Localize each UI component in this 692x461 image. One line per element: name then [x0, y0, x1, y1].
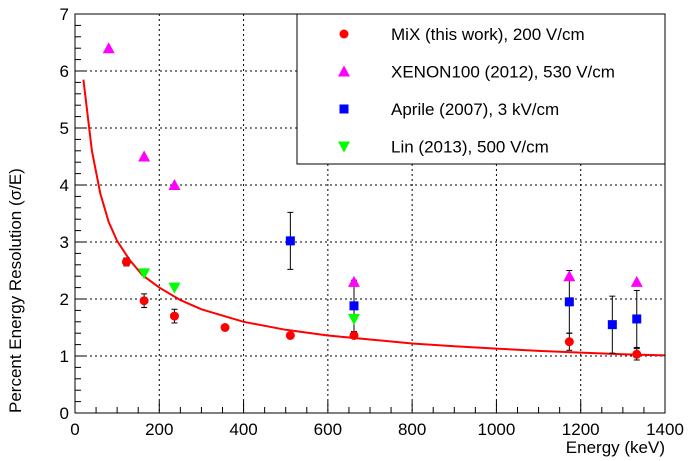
axes: 0 200 400 600 800 1000 1200 1400 0 1 2 3 4 5 6 7	[60, 5, 684, 439]
fit-curve-line	[82, 79, 666, 357]
x-tick-label: 1400	[646, 420, 684, 439]
data-point-circle	[349, 330, 359, 340]
y-tick-label: 5	[60, 119, 69, 138]
data-point-triangle-down	[347, 313, 360, 325]
x-tick-label: 200	[145, 420, 173, 439]
data-markers	[102, 42, 643, 359]
y-axis-label: Percent Energy Resolution (σ/E)	[6, 168, 25, 413]
data-point-circle	[632, 349, 642, 359]
legend-marker-square	[339, 104, 349, 114]
legend-label: Aprile (2007), 3 kV/cm	[391, 100, 559, 119]
data-point-triangle-up	[347, 275, 360, 287]
data-point-circle	[564, 337, 574, 347]
data-point-triangle-up	[168, 179, 181, 190]
data-point-square	[349, 301, 359, 311]
data-point-circle	[121, 257, 131, 267]
x-tick-label: 1000	[478, 420, 516, 439]
x-tick-label: 1200	[562, 420, 600, 439]
y-tick-label: 1	[60, 347, 69, 366]
y-tick-label: 7	[60, 5, 69, 24]
legend-label: MiX (this work), 200 V/cm	[391, 25, 585, 44]
data-point-circle	[285, 330, 295, 340]
data-point-circle	[139, 296, 149, 306]
data-point-circle	[220, 323, 230, 332]
data-point-triangle-up	[563, 270, 576, 282]
legend-marker-triangle-down	[338, 141, 350, 153]
data-point-triangle-down	[138, 268, 151, 280]
data-point-square	[607, 320, 617, 330]
x-axis-label: Energy (keV)	[566, 438, 665, 457]
data-point-square	[564, 297, 574, 307]
legend-box	[296, 13, 666, 165]
y-tick-label: 6	[60, 62, 69, 81]
x-tick-label: 800	[398, 420, 426, 439]
y-tick-label: 4	[60, 176, 69, 195]
fit-curve	[82, 79, 666, 357]
data-point-triangle-up	[102, 42, 115, 54]
x-tick-label: 0	[70, 420, 79, 439]
data-point-triangle-down	[168, 282, 181, 294]
data-point-square	[285, 236, 295, 246]
legend-marker-triangle-up	[338, 65, 350, 77]
legend: MiX (this work), 200 V/cm XENON100 (2012)…	[296, 13, 666, 165]
legend-label: Lin (2013), 500 V/cm	[391, 138, 549, 157]
data-point-triangle-up	[630, 275, 643, 287]
x-tick-label: 600	[314, 420, 342, 439]
data-point-triangle-up	[138, 150, 151, 162]
data-point-circle	[169, 311, 179, 321]
y-tick-label: 0	[60, 404, 69, 423]
x-tick-label: 400	[229, 420, 257, 439]
y-tick-label: 2	[60, 290, 69, 309]
legend-marker-circle	[339, 29, 349, 39]
data-point-square	[632, 314, 642, 324]
legend-label: XENON100 (2012), 530 V/cm	[391, 63, 615, 82]
y-tick-label: 3	[60, 233, 69, 252]
